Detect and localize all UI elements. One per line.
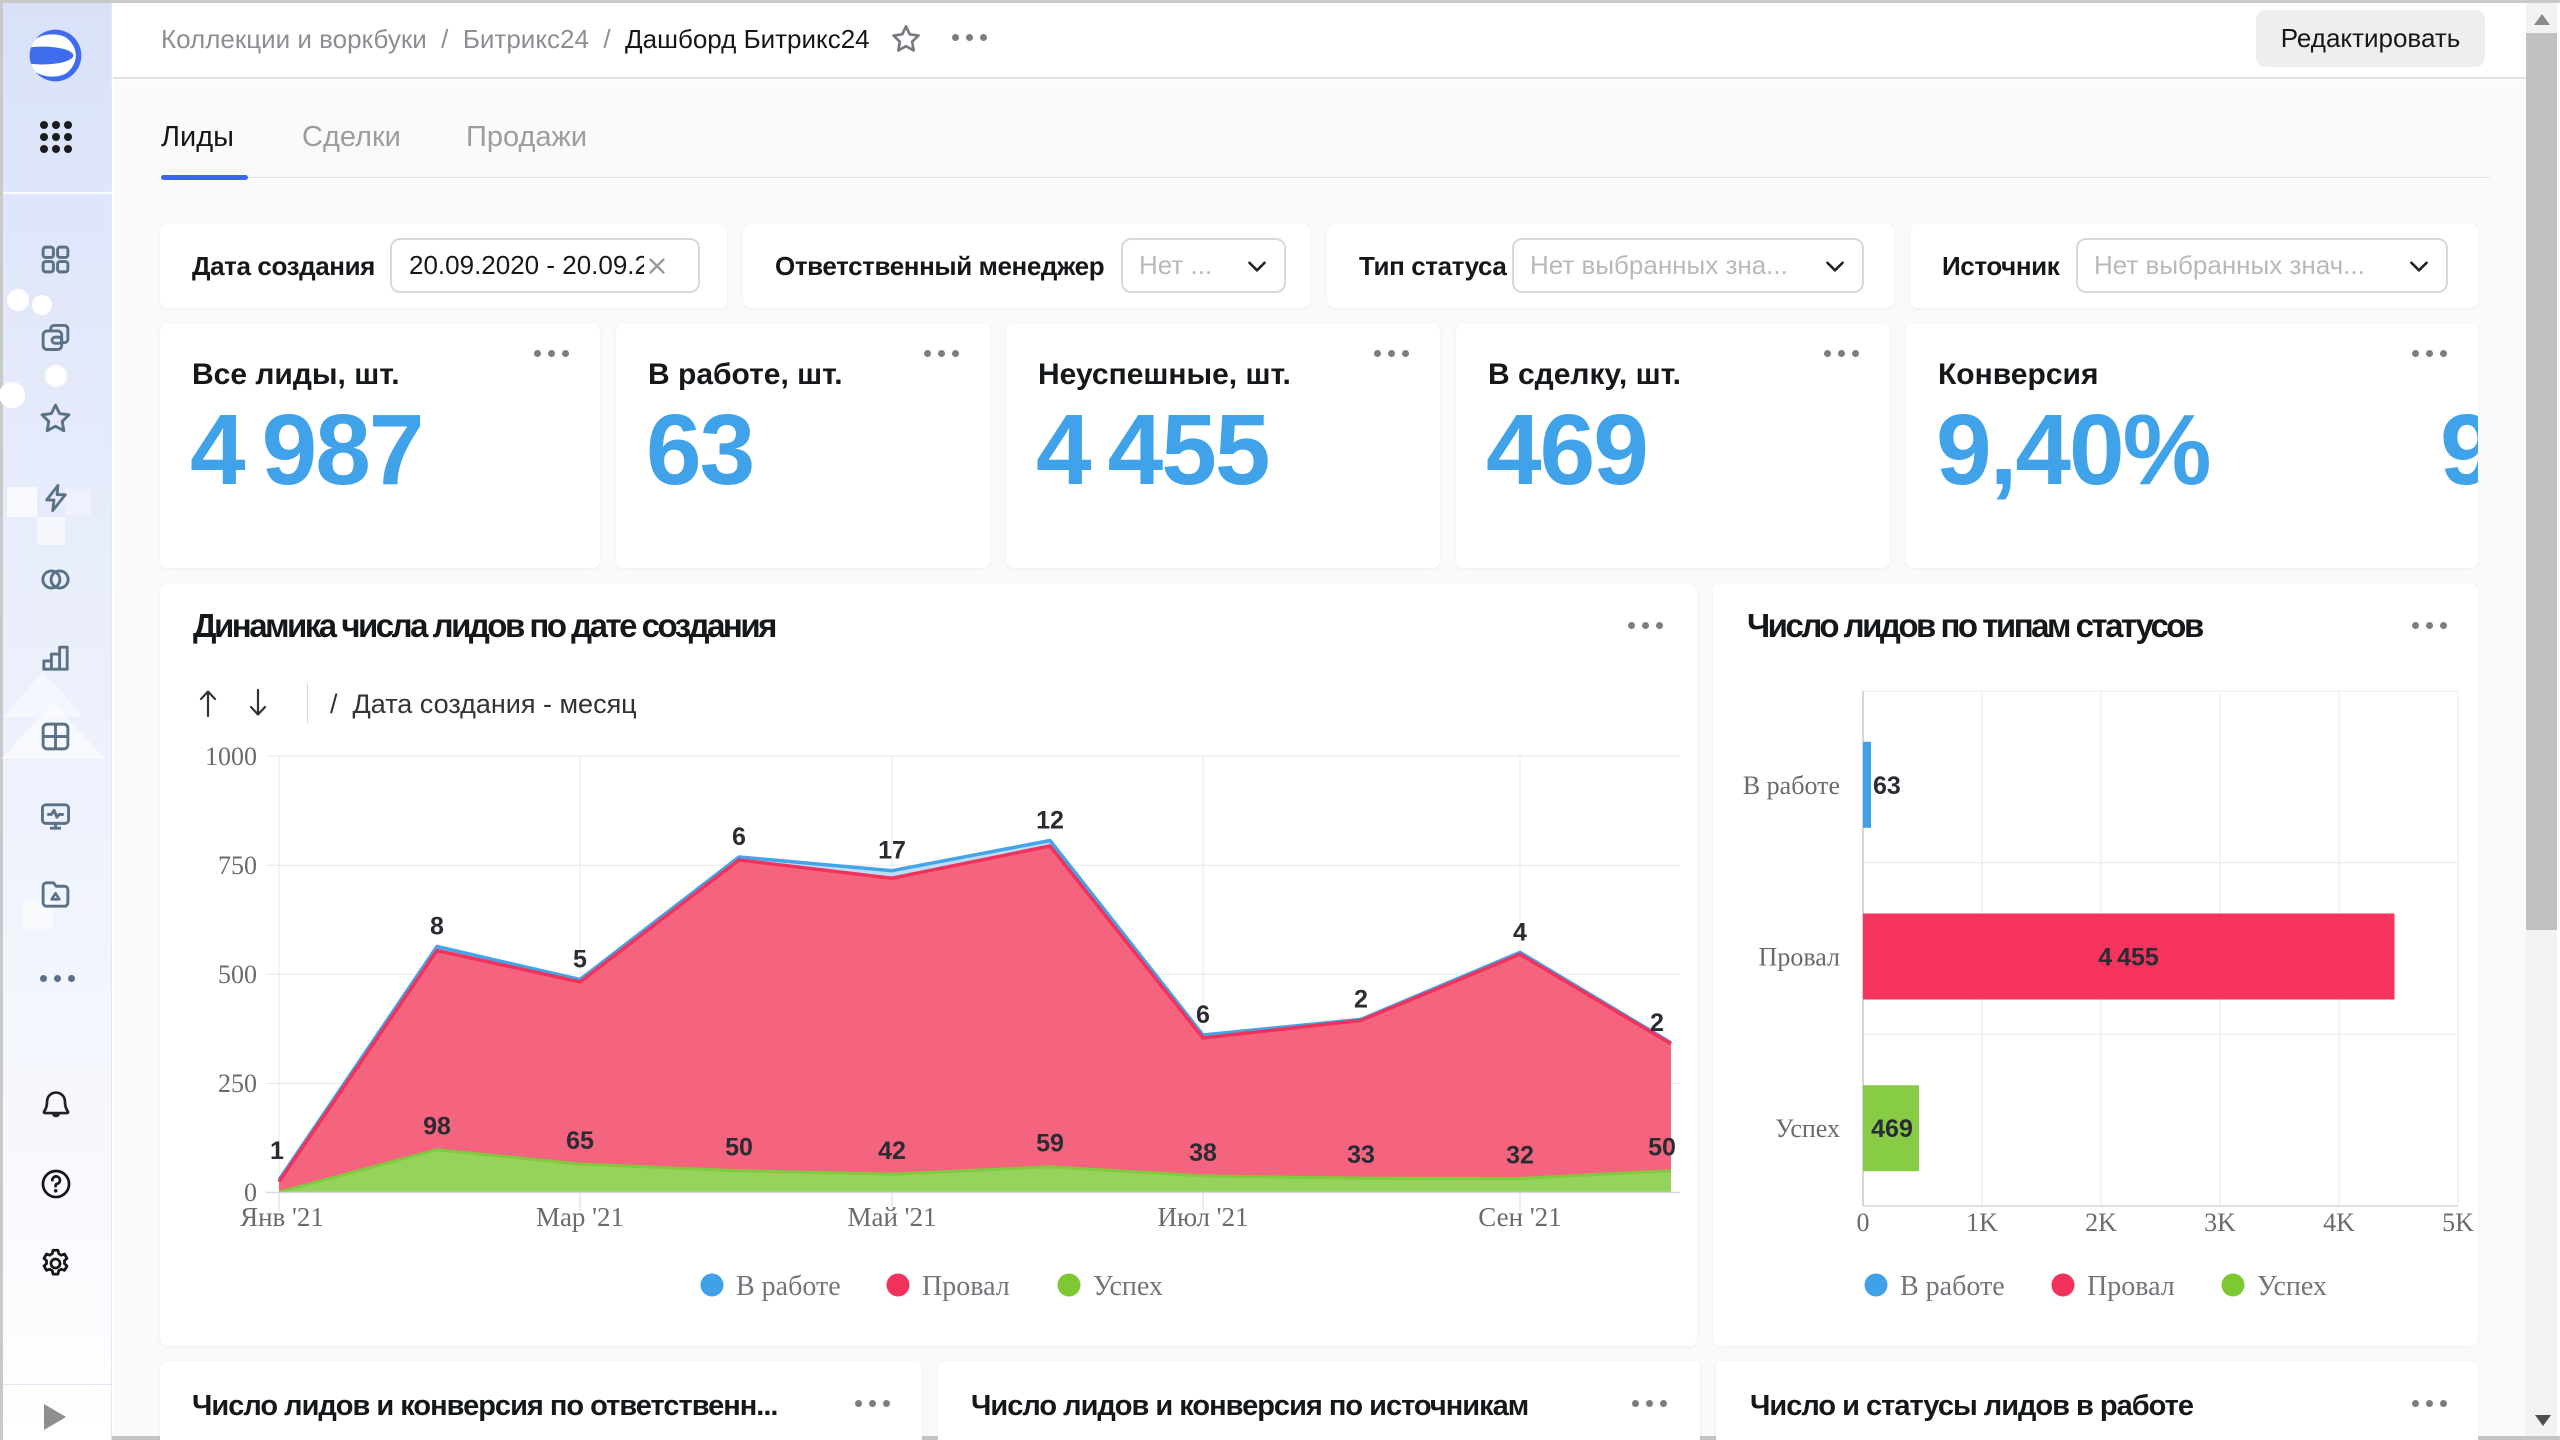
svg-text:Янв '21: Янв '21: [240, 1202, 324, 1232]
svg-text:2: 2: [1354, 985, 1368, 1013]
svg-text:3K: 3K: [2204, 1208, 2236, 1237]
svg-text:5K: 5K: [2442, 1208, 2474, 1237]
svg-text:50: 50: [725, 1134, 753, 1162]
svg-text:500: 500: [218, 960, 257, 989]
svg-text:0: 0: [1857, 1208, 1870, 1237]
svg-text:38: 38: [1189, 1139, 1217, 1167]
svg-text:Провал: Провал: [1759, 943, 1840, 972]
svg-text:Май '21: Май '21: [847, 1202, 936, 1232]
svg-text:4: 4: [1513, 918, 1527, 946]
svg-text:Сен '21: Сен '21: [1478, 1202, 1561, 1232]
svg-text:В работе: В работе: [1743, 771, 1840, 800]
svg-text:32: 32: [1506, 1142, 1534, 1170]
svg-text:98: 98: [423, 1113, 451, 1141]
svg-text:0: 0: [244, 1178, 257, 1207]
svg-text:59: 59: [1036, 1130, 1064, 1158]
svg-text:63: 63: [1873, 772, 1901, 800]
svg-text:33: 33: [1347, 1141, 1375, 1169]
svg-text:Успех: Успех: [2257, 1271, 2327, 1302]
svg-text:1000: 1000: [205, 742, 257, 771]
svg-text:Успех: Успех: [1093, 1271, 1163, 1302]
svg-text:Мар '21: Мар '21: [536, 1202, 624, 1232]
svg-text:469: 469: [1871, 1115, 1913, 1143]
svg-text:750: 750: [218, 851, 257, 880]
svg-text:1: 1: [270, 1137, 284, 1165]
svg-text:42: 42: [878, 1137, 906, 1165]
svg-text:В работе: В работе: [1900, 1271, 2005, 1302]
svg-text:4K: 4K: [2323, 1208, 2355, 1237]
svg-text:17: 17: [878, 837, 906, 865]
svg-text:Провал: Провал: [2087, 1271, 2175, 1302]
svg-text:6: 6: [1196, 1001, 1210, 1029]
svg-text:4 455: 4 455: [2098, 944, 2159, 972]
svg-text:2K: 2K: [2085, 1208, 2117, 1237]
svg-text:250: 250: [218, 1069, 257, 1098]
svg-text:65: 65: [566, 1127, 594, 1155]
svg-text:Провал: Провал: [922, 1271, 1010, 1302]
svg-text:Июл '21: Июл '21: [1157, 1202, 1248, 1232]
svg-text:Успех: Успех: [1775, 1114, 1840, 1143]
svg-text:6: 6: [732, 823, 746, 851]
svg-text:1K: 1K: [1966, 1208, 1998, 1237]
svg-text:2: 2: [1650, 1009, 1664, 1037]
svg-text:50: 50: [1648, 1134, 1676, 1162]
svg-text:5: 5: [573, 946, 587, 974]
svg-text:В работе: В работе: [736, 1271, 841, 1302]
svg-text:12: 12: [1036, 807, 1064, 835]
svg-text:8: 8: [430, 913, 444, 941]
